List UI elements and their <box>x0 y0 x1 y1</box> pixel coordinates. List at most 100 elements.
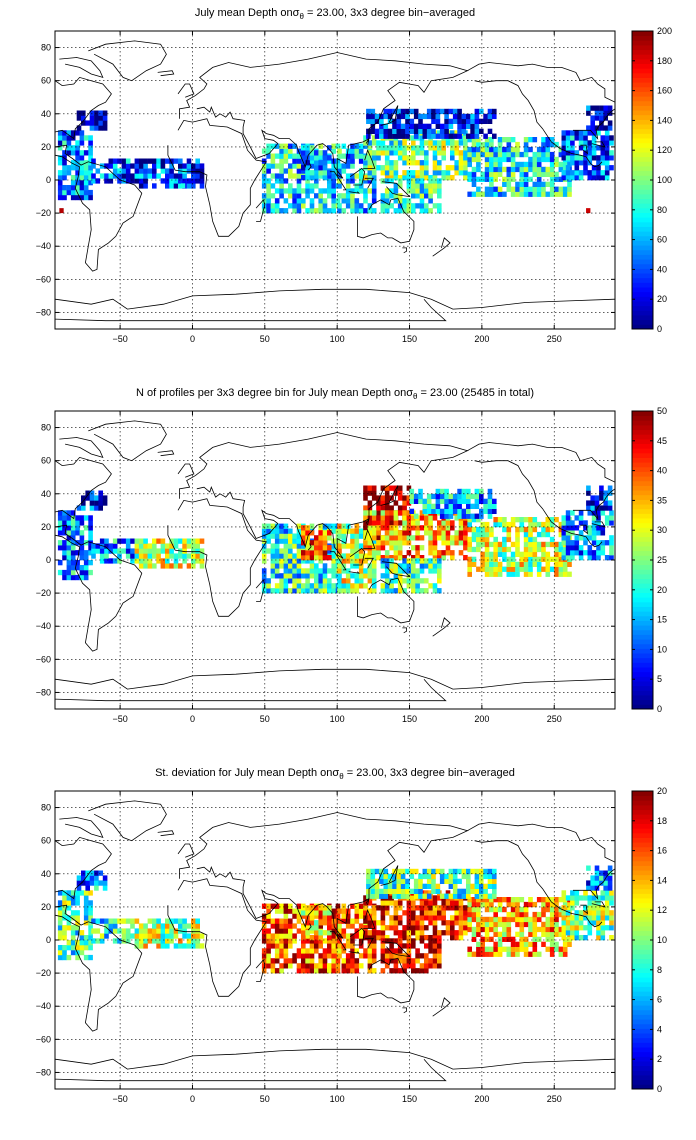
panel-1-xtick-label: −50 <box>112 334 127 344</box>
panel-3-cell <box>471 916 477 923</box>
panel-2-colorbar-swatch <box>632 611 653 617</box>
panel-2-cell <box>413 513 419 519</box>
panel-3-cell <box>528 941 533 947</box>
panel-3-cell <box>296 913 302 919</box>
panel-1-cell <box>474 128 480 134</box>
panel-3-cell <box>541 906 546 913</box>
panel-1-cell <box>331 188 336 194</box>
panel-3-cell <box>384 910 390 916</box>
panel-3-cell <box>94 875 99 881</box>
panel-1-cell <box>322 198 328 204</box>
panel-1-cell <box>143 183 148 189</box>
panel-2-cell <box>450 535 455 541</box>
panel-3-coastline <box>381 941 411 958</box>
panel-3-cell <box>314 910 319 916</box>
panel-2-cell <box>261 553 267 559</box>
panel-1-cell <box>431 133 436 139</box>
panel-1-cell <box>57 189 63 196</box>
panel-1-cell <box>419 145 425 151</box>
panel-3-cell <box>528 897 533 903</box>
panel-1-cell <box>195 178 200 184</box>
panel-1-cell <box>536 181 542 187</box>
panel-1-cell <box>561 135 567 141</box>
panel-3-cell <box>305 958 310 964</box>
panel-3-cell <box>489 901 494 908</box>
panel-3-cell <box>413 868 419 875</box>
panel-2-coastline <box>157 450 175 457</box>
panel-1-cell <box>574 175 580 181</box>
panel-2-cell <box>195 553 200 559</box>
panel-2-cell <box>506 556 512 562</box>
panel-2-cell <box>89 500 95 506</box>
panel-3-cell <box>479 883 484 889</box>
panel-3-cell <box>497 921 503 928</box>
panel-3-cell <box>371 910 377 916</box>
panel-1-cell <box>261 163 267 169</box>
panel-2-cell <box>402 578 407 584</box>
panel-1-cell <box>173 178 179 184</box>
panel-3-cell <box>358 943 364 949</box>
panel-3-cell <box>458 905 464 911</box>
panel-1-cell <box>309 163 315 169</box>
panel-3-cell <box>570 905 575 911</box>
panel-2-cell <box>345 583 351 589</box>
panel-1-cell <box>152 173 157 179</box>
panel-2-cell <box>62 515 67 521</box>
panel-1-cell <box>98 125 103 131</box>
panel-1-cell <box>603 125 608 131</box>
panel-3-cell <box>432 900 438 906</box>
panel-3-colorbar-swatch <box>632 842 653 848</box>
panel-1-cell <box>57 170 63 176</box>
panel-3-cell <box>261 933 267 939</box>
panel-2-cell <box>341 543 347 549</box>
panel-3-coastline <box>348 951 360 954</box>
panel-3-coastline <box>591 901 606 908</box>
panel-3-cell <box>66 895 72 901</box>
panel-3-cell <box>609 935 614 941</box>
panel-1-cell <box>91 178 96 184</box>
panel-1-cell <box>88 189 93 196</box>
panel-2-cell <box>441 525 446 531</box>
panel-3-cell <box>600 915 606 921</box>
panel-3-cell <box>83 890 89 896</box>
panel-3-cell <box>98 880 103 886</box>
panel-2-cell <box>380 505 386 511</box>
panel-1-cell <box>506 146 512 153</box>
panel-3-cell <box>413 893 419 899</box>
panel-3-cell <box>261 928 267 934</box>
panel-2-cell <box>380 583 386 589</box>
panel-1-cell <box>484 161 490 168</box>
panel-1-cell <box>384 178 390 184</box>
panel-1-cell <box>411 188 416 194</box>
panel-2-cell <box>558 526 564 533</box>
panel-1-cell <box>309 175 315 181</box>
panel-3-cell <box>81 870 86 876</box>
panel-3-cell <box>331 953 336 959</box>
panel-1-cell <box>411 183 416 189</box>
panel-1-cell <box>345 193 351 199</box>
panel-1-cell <box>393 170 399 176</box>
panel-3-cell <box>470 888 475 894</box>
panel-2-cell <box>497 517 503 523</box>
panel-3-cell <box>586 865 591 871</box>
panel-1-cell <box>519 191 525 197</box>
panel-3-cell <box>411 963 416 969</box>
panel-3-cell <box>424 910 429 916</box>
panel-3-cell <box>502 931 507 937</box>
panel-1-cell <box>536 186 542 192</box>
panel-1-cell <box>506 156 512 163</box>
panel-2-coastline <box>365 518 370 526</box>
panel-1-cell <box>452 133 458 139</box>
panel-3-cell <box>554 906 559 913</box>
panel-1-cell <box>405 128 410 134</box>
panel-3-cell <box>603 885 608 891</box>
panel-1-cell <box>424 155 429 161</box>
panel-1-cell <box>70 185 76 191</box>
panel-1-cell <box>354 208 360 214</box>
panel-3-cell <box>541 897 546 903</box>
panel-3-cell <box>483 868 488 875</box>
panel-2-cell <box>322 530 328 536</box>
panel-3-cell <box>301 925 306 931</box>
panel-1-cell <box>419 140 425 146</box>
panel-2-cell <box>83 569 89 576</box>
